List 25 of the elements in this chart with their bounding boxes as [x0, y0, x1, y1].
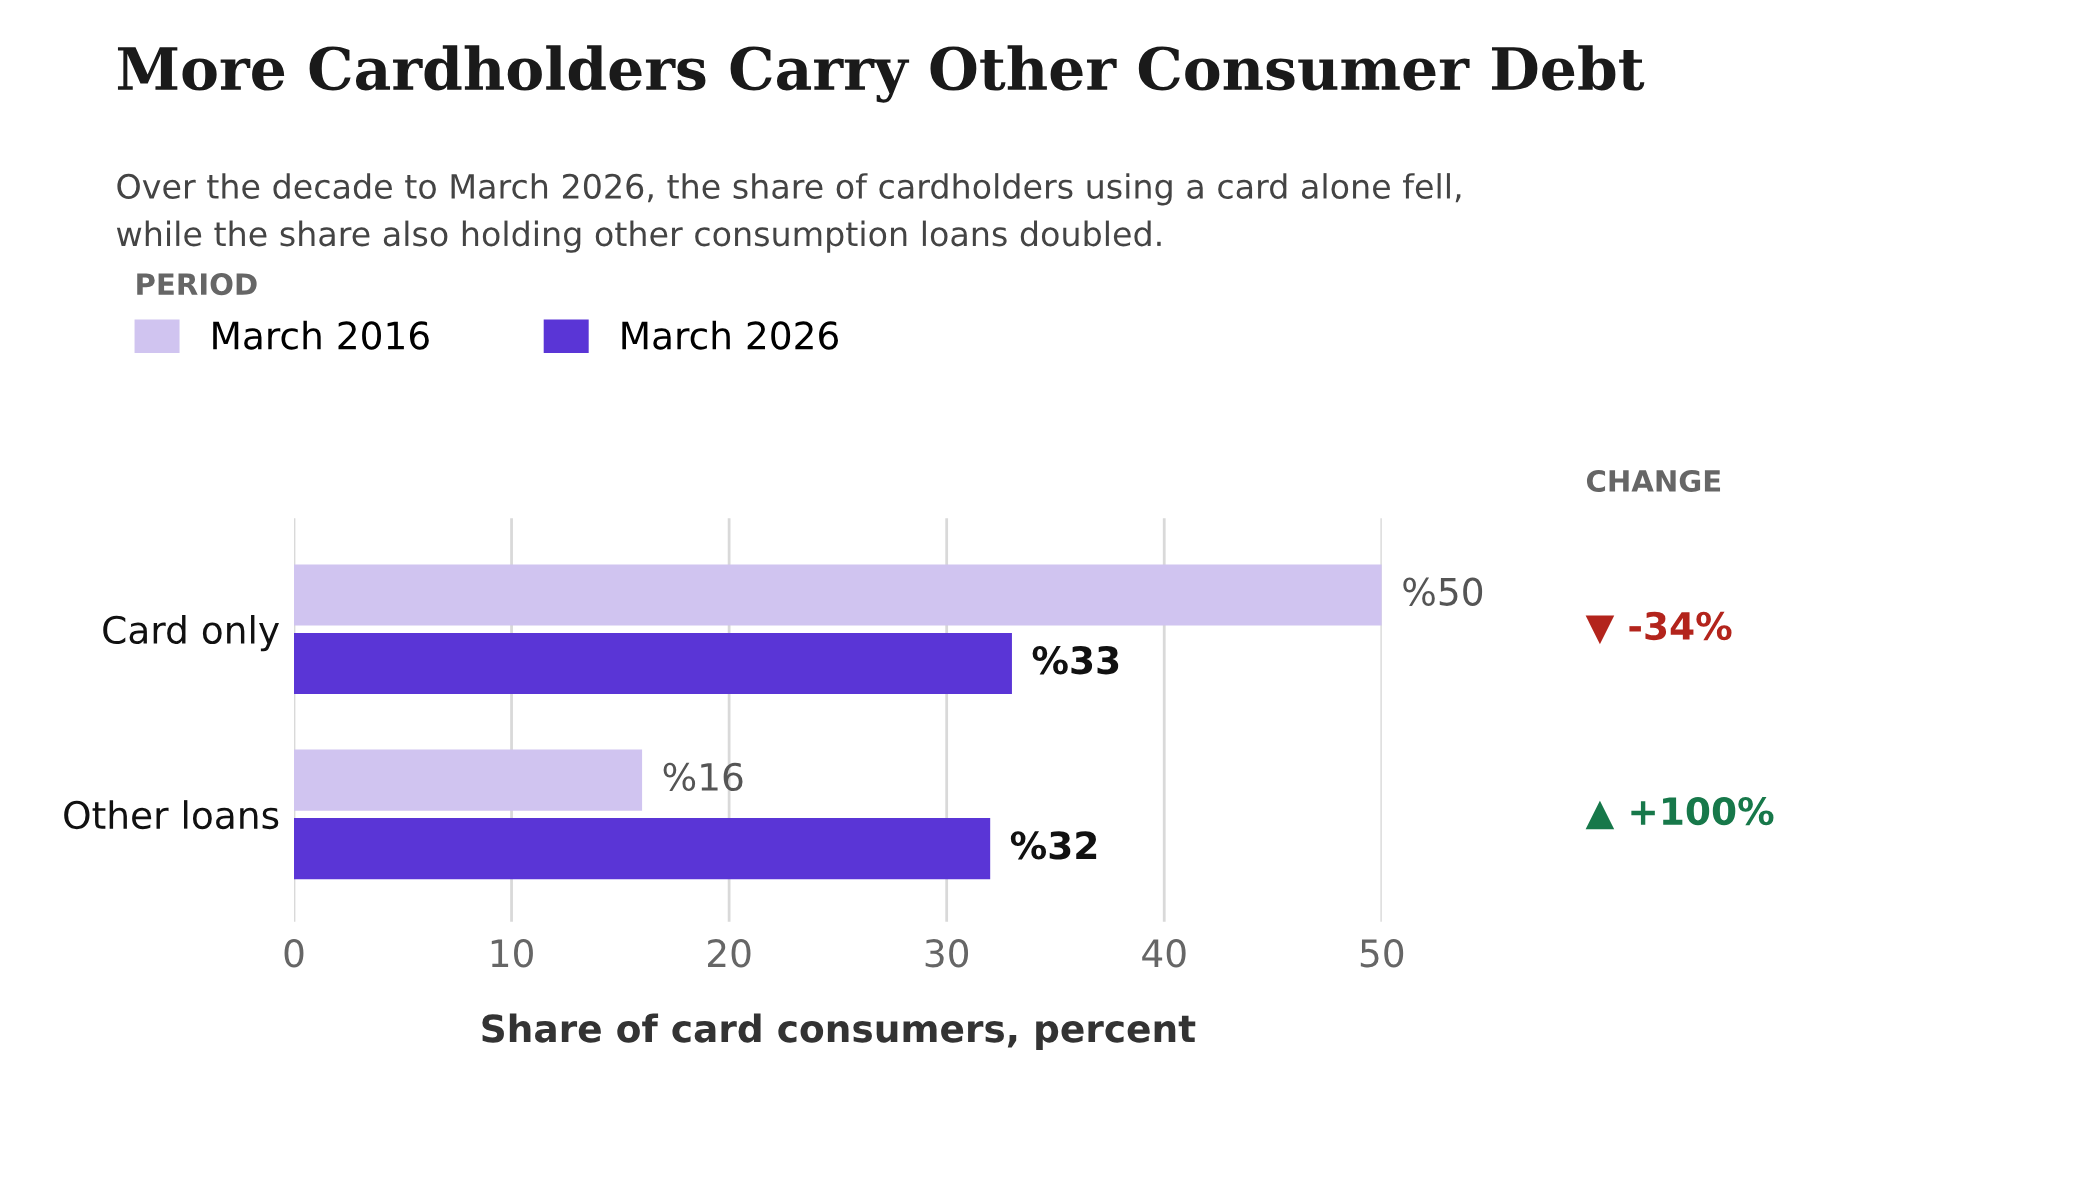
text: CHANGE [1586, 469, 1721, 493]
x-tick-label: 40 [1142, 939, 1186, 968]
bar [294, 564, 1382, 626]
x-tick-label: 30 [925, 939, 969, 968]
legend-label: March 2016 [213, 320, 429, 350]
x-tick-label: 50 [1360, 939, 1404, 968]
chart-title: More Cardholders Carry Other Consumer Debt [117, 45, 1645, 103]
bar [294, 818, 991, 880]
y-tick-label: Other loans [64, 800, 279, 830]
x-axis-title: Share of card consumers, percent [482, 1013, 1196, 1050]
bar [294, 749, 643, 811]
data-label: %33 [1032, 646, 1119, 675]
chart-subtitle: Over the decade to March 2026, the share of cardholders using a card alone fell, while the share also holding other consumption loans doubled. [116, 173, 1461, 253]
legend-title: PERIOD [137, 273, 257, 296]
text: ▲ +100% [1585, 796, 1774, 830]
data-label: %32 [1010, 831, 1097, 860]
bar [294, 632, 1012, 695]
text: ▼ -34% [1585, 611, 1732, 645]
legend-label: March 2026 [622, 320, 838, 350]
data-label: %50 [1403, 577, 1483, 606]
x-tick-label: 20 [708, 939, 751, 968]
x-tick-label: 10 [491, 939, 533, 968]
y-tick-label: Card only [103, 615, 279, 652]
data-label: %16 [663, 762, 743, 792]
x-tick-label: 0 [284, 939, 304, 968]
